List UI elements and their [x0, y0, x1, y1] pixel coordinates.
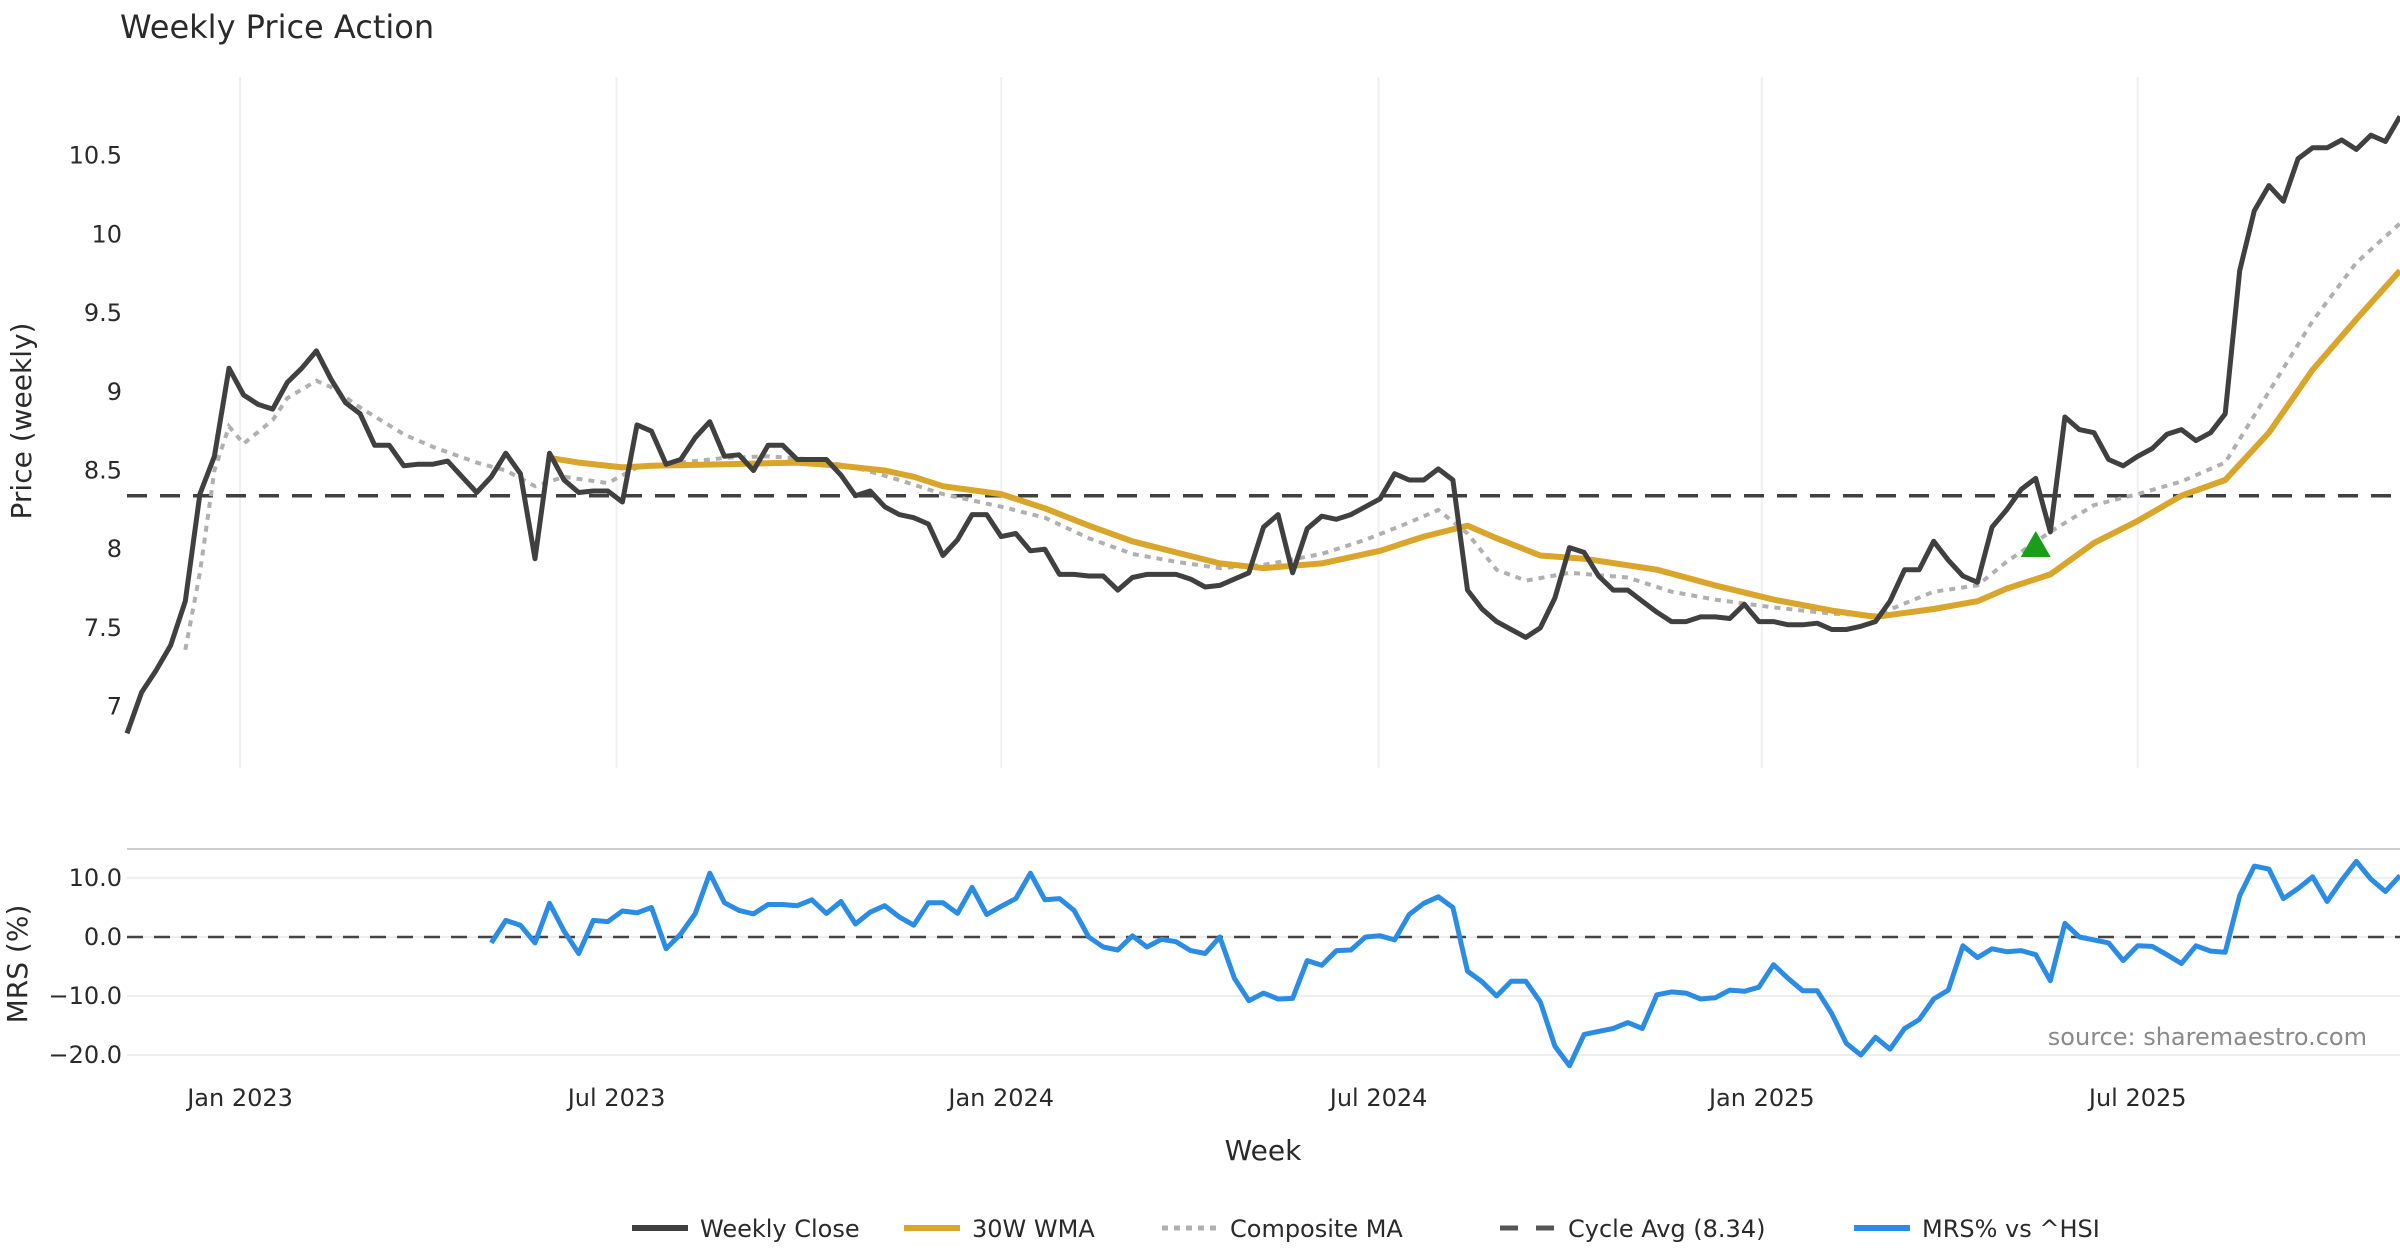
composite-ma-series: [183, 221, 2400, 651]
buy-signal-triangle-marker: [2020, 531, 2051, 558]
legend-label: MRS% vs ^HSI: [1922, 1215, 2100, 1243]
mrs-vs-hsi-series: [489, 858, 2400, 1069]
legend-label: Composite MA: [1230, 1215, 1403, 1243]
mrs-y-tick-label: −20.0: [48, 1041, 122, 1069]
x-tick-label: Jan 2023: [185, 1084, 293, 1112]
legend-item-composite-ma[interactable]: Composite MA: [1162, 1215, 1403, 1243]
price-y-label: Price (weekly): [5, 323, 38, 520]
price-y-tick-label: 7: [107, 693, 122, 721]
30w-wma-series: [549, 268, 2400, 620]
legend-item-30w-wma[interactable]: 30W WMA: [904, 1215, 1095, 1243]
mrs-y-ticks: 10.0 0.0 −10.0 −20.0: [48, 864, 122, 1069]
price-y-tick-label: 8: [107, 535, 122, 563]
x-ticks: Jan 2023 Jul 2023 Jan 2024 Jul 2024 Jan 2025…: [185, 1084, 2186, 1112]
x-tick-label: Jan 2025: [1707, 1084, 1815, 1112]
source-credit: source: sharemaestro.com: [2048, 1023, 2367, 1051]
weekly-close-line: [124, 115, 2400, 735]
weekly-close-series: [124, 115, 2400, 735]
x-tick-label: Jul 2023: [566, 1084, 666, 1112]
price-y-ticks: 7 7.5 8 8.5 9 9.5 10 10.5: [69, 142, 122, 721]
mrs-series: [127, 858, 2400, 1069]
price-y-tick-label: 7.5: [84, 614, 122, 642]
price-y-tick-label: 9.5: [84, 299, 122, 327]
legend-item-weekly-close[interactable]: Weekly Close: [632, 1215, 860, 1243]
legend-item-mrs-vs-hsi[interactable]: MRS% vs ^HSI: [1854, 1215, 2100, 1243]
x-tick-label: Jul 2025: [2087, 1084, 2187, 1112]
mrs-line: [489, 858, 2400, 1069]
price-y-tick-label: 8.5: [84, 457, 122, 485]
mrs-y-tick-label: −10.0: [48, 982, 122, 1010]
30w-wma-line: [549, 268, 2400, 620]
price-y-tick-label: 10.5: [69, 142, 122, 170]
price-y-tick-label: 9: [107, 378, 122, 406]
legend-item-cycle-avg-8-34[interactable]: Cycle Avg (8.34): [1500, 1215, 1765, 1243]
mrs-y-label: MRS (%): [1, 905, 34, 1024]
legend-label: Cycle Avg (8.34): [1568, 1215, 1765, 1243]
x-tick-label: Jan 2024: [946, 1084, 1054, 1112]
x-tick-label: Jul 2024: [1328, 1084, 1428, 1112]
composite-ma-line: [183, 221, 2400, 651]
chart-title: Weekly Price Action: [120, 8, 434, 46]
x-axis-label: Week: [1225, 1134, 1302, 1167]
legend-label: Weekly Close: [700, 1215, 860, 1243]
price-series: [124, 115, 2400, 735]
upper-gridlines: [239, 77, 2139, 768]
legend-label: 30W WMA: [972, 1215, 1095, 1243]
mrs-y-tick-label: 10.0: [69, 864, 122, 892]
price-y-tick-label: 10: [91, 220, 122, 248]
legend: Weekly Close 30W WMA Composite MA Cycle Avg…: [632, 1215, 2100, 1243]
mrs-y-tick-label: 0.0: [84, 923, 122, 951]
